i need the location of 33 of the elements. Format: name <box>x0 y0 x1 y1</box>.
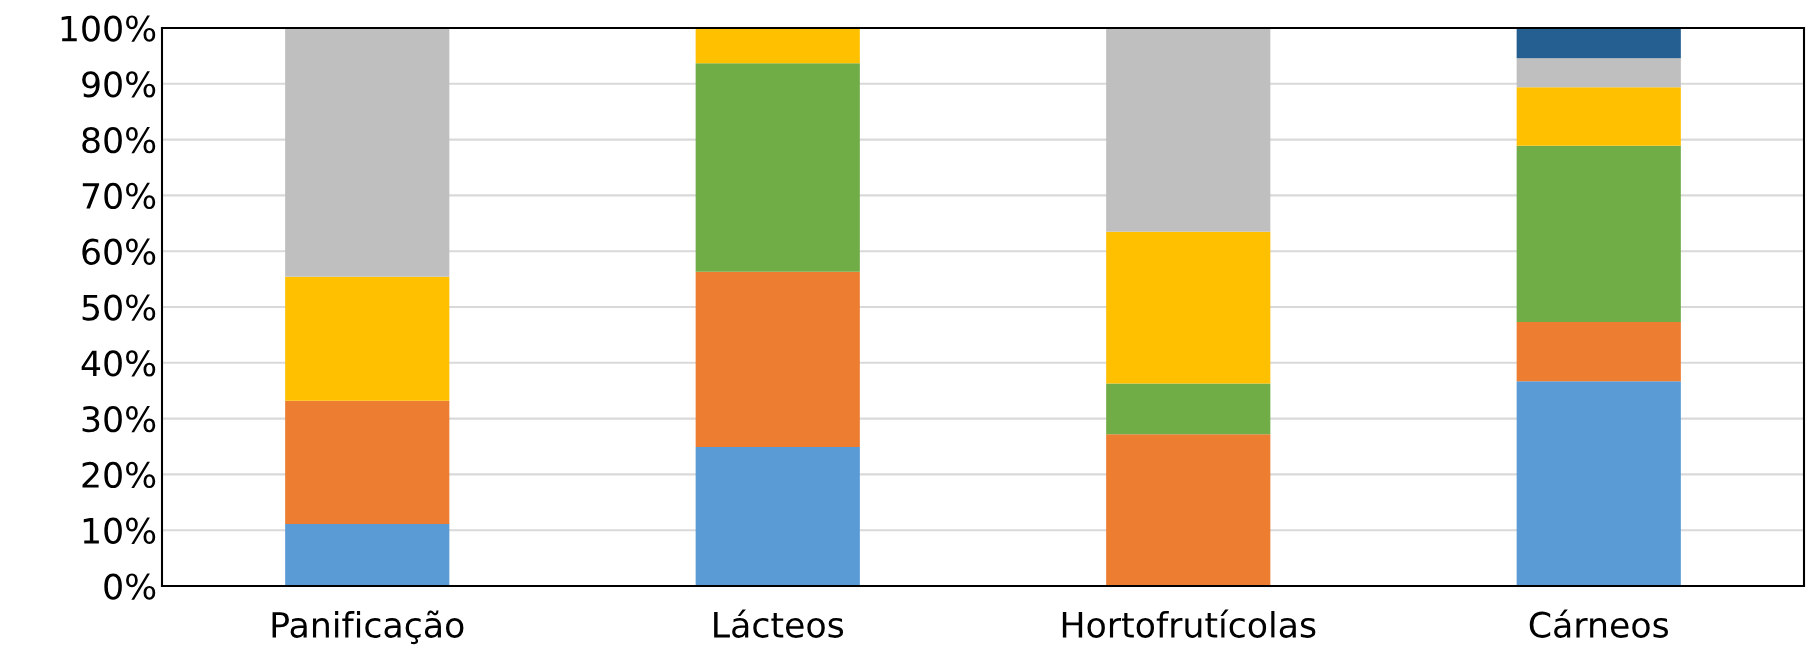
bar <box>1516 381 1681 586</box>
bar <box>1516 87 1681 146</box>
x-tick-label: Cárneos <box>1529 609 1668 638</box>
y-tick-label: 30% <box>82 406 156 433</box>
bar <box>1516 28 1681 59</box>
bar <box>1516 322 1681 382</box>
bar <box>1106 231 1271 384</box>
bar <box>695 271 860 448</box>
y-tick-label: 20% <box>82 461 156 489</box>
y-tick-label: 70% <box>82 182 156 210</box>
y-tick-label: 0% <box>104 573 156 600</box>
bar <box>1516 58 1681 88</box>
bar <box>695 63 860 272</box>
y-tick-label: 80% <box>82 127 156 154</box>
x-tick-label: Lácteos <box>714 609 844 638</box>
y-tick-label: 40% <box>81 350 156 377</box>
bar <box>1106 383 1271 435</box>
bar <box>285 28 450 277</box>
y-tick-label: 60% <box>82 238 156 265</box>
bar <box>695 28 860 64</box>
y-tick-label: 100% <box>61 15 156 42</box>
bar <box>1106 434 1271 586</box>
bar <box>285 524 450 586</box>
y-tick-label: 50% <box>82 294 156 321</box>
x-tick-label: Hortofrutícolas <box>1062 609 1316 638</box>
x-tick-label: Panificação <box>272 610 464 645</box>
y-tick-label: 10% <box>83 517 156 544</box>
bar <box>1106 28 1271 232</box>
bar <box>695 447 860 586</box>
y-tick-label: 90% <box>82 71 156 98</box>
bar <box>285 276 450 401</box>
bar <box>1516 145 1681 323</box>
bar <box>285 400 450 525</box>
